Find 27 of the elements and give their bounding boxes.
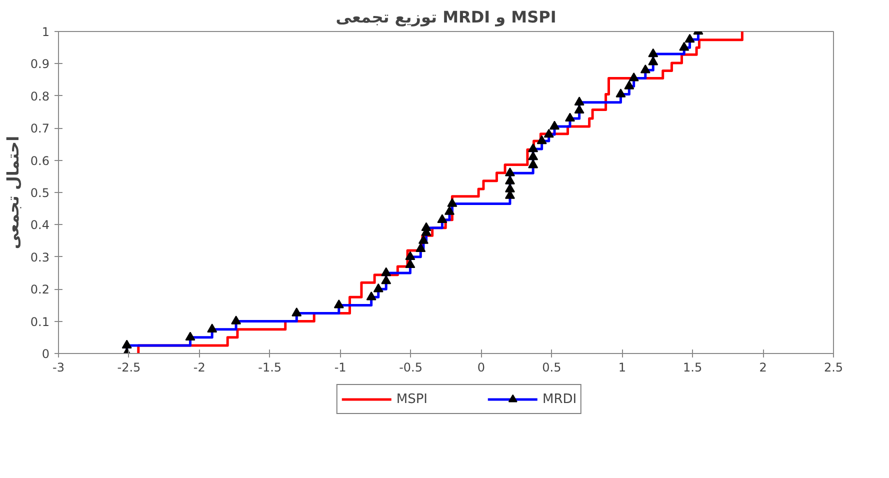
x-tick-label: -2.5	[117, 360, 141, 374]
legend-label: MSPI	[396, 392, 428, 406]
x-tick-label: 0	[477, 360, 486, 374]
x-tick-label: 1.5	[683, 360, 702, 374]
x-tick-label: 0.5	[542, 360, 562, 374]
y-tick-label: 0.1	[30, 314, 50, 329]
y-tick-label: 0.2	[30, 282, 50, 297]
x-tick-label: -3	[52, 360, 64, 374]
y-tick-label: 0.5	[30, 186, 50, 200]
y-tick-label: 0.8	[30, 89, 50, 104]
y-tick-label: 0	[42, 347, 50, 361]
y-tick-label: 0.6	[30, 154, 50, 168]
x-tick-label: 2	[759, 360, 767, 374]
y-tick-label: 1	[42, 25, 50, 39]
y-tick-label: 0.7	[30, 122, 50, 136]
x-tick-label: 2.5	[824, 360, 844, 374]
x-tick-label: -1	[334, 360, 346, 374]
y-tick-label: 0.3	[30, 250, 50, 264]
x-tick-label: -1.5	[258, 360, 282, 374]
x-tick-label: -0.5	[399, 360, 422, 374]
legend-label: MRDI	[542, 392, 577, 406]
y-tick-label: 0.9	[30, 57, 50, 72]
x-tick-label: 1	[618, 360, 626, 374]
y-tick-label: 0.4	[30, 218, 50, 232]
y-axis-title: احتمال تجمعی	[3, 136, 22, 250]
chart-title: توزیع تجمعی MRDI و MSPI	[336, 8, 556, 26]
x-tick-label: -2	[193, 360, 206, 374]
